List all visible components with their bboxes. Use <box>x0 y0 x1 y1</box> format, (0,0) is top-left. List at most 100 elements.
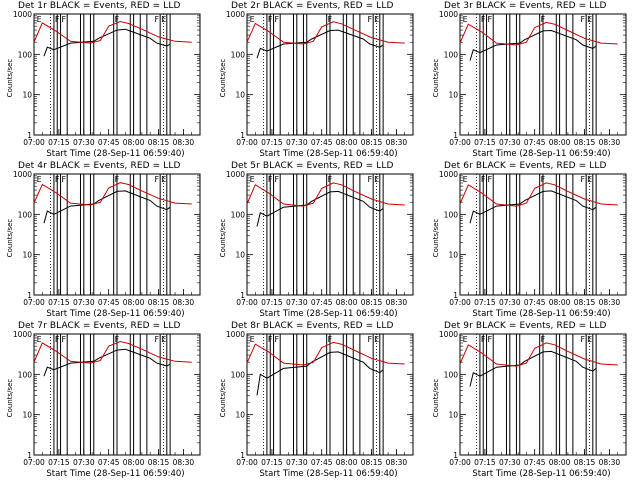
x-tick-label: 07:15 <box>261 138 283 147</box>
y-tick-label: 1 <box>240 451 245 460</box>
lld-series-line <box>459 21 618 46</box>
plot-svg: 1 10 100 1000 07:00 07:15 07:30 07:45 08:00 08:15… <box>13 170 201 307</box>
x-axis-label: Start Time (28-Sep-11 06:59:40) <box>46 309 185 319</box>
y-tick-label: 1 <box>240 131 245 140</box>
event-marker-label: E <box>374 175 379 184</box>
x-tick-label: 08:15 <box>148 138 170 147</box>
chart-title: Det 5r BLACK = Events, RED = LLD <box>231 161 394 171</box>
detector-panel: Det 8r BLACK = Events, RED = LLD Start Ti… <box>213 320 426 480</box>
event-marker-label: E <box>161 15 166 24</box>
event-marker-label: F <box>541 335 546 344</box>
event-marker-label: F <box>488 335 493 344</box>
events-series-line <box>256 29 384 59</box>
y-tick-label: 100 <box>231 50 246 59</box>
x-tick-label: 08:30 <box>386 298 408 307</box>
x-tick-label: 08:15 <box>361 458 383 467</box>
x-tick-label: 07:30 <box>499 138 521 147</box>
event-marker-label: F <box>62 15 67 24</box>
lld-series-line <box>459 182 618 207</box>
events-series-line <box>43 348 171 377</box>
detector-panel: Det 6r BLACK = Events, RED = LLD Start Ti… <box>426 160 639 320</box>
lld-series-line <box>33 20 192 44</box>
x-tick-label: 07:30 <box>286 298 308 307</box>
x-tick-label: 07:00 <box>236 298 258 307</box>
event-marker-label: F <box>115 175 120 184</box>
event-marker-label: E <box>463 15 468 24</box>
lld-series-line <box>33 340 192 364</box>
event-marker-label: F <box>115 335 120 344</box>
plot-svg: 1 10 100 1000 07:00 07:15 07:30 07:45 08:00 08:15… <box>439 330 627 467</box>
y-tick-label: 1 <box>453 131 458 140</box>
x-axis-label: Start Time (28-Sep-11 06:59:40) <box>472 149 611 159</box>
y-tick-label: 10 <box>448 251 458 260</box>
y-tick-label: 10 <box>22 251 32 260</box>
chart-title: Det 3r BLACK = Events, RED = LLD <box>444 1 607 11</box>
x-tick-label: 07:45 <box>98 298 120 307</box>
event-marker-label: E <box>587 335 592 344</box>
event-marker-label: F <box>368 175 373 184</box>
event-marker-label: F <box>481 15 486 24</box>
y-tick-label: 100 <box>444 210 459 219</box>
y-tick-label: 1000 <box>439 170 458 179</box>
event-marker-label: E <box>37 15 42 24</box>
x-tick-label: 08:00 <box>123 138 145 147</box>
event-marker-label: F <box>115 15 120 24</box>
x-tick-label: 07:45 <box>524 298 546 307</box>
x-tick-label: 07:15 <box>261 298 283 307</box>
event-marker-label: E <box>463 335 468 344</box>
event-marker-label: F <box>62 175 67 184</box>
chart-title: Det 1r BLACK = Events, RED = LLD <box>18 1 181 11</box>
x-tick-label: 07:45 <box>524 138 546 147</box>
x-tick-label: 08:30 <box>599 138 621 147</box>
x-tick-label: 07:45 <box>524 458 546 467</box>
x-tick-label: 07:45 <box>311 298 333 307</box>
detector-panel: Det 5r BLACK = Events, RED = LLD Start Ti… <box>213 160 426 320</box>
x-tick-label: 07:15 <box>48 298 70 307</box>
plot-svg: 1 10 100 1000 07:00 07:15 07:30 07:45 08:00 08:15… <box>439 10 627 147</box>
x-tick-label: 08:15 <box>148 458 170 467</box>
y-tick-label: 1 <box>453 451 458 460</box>
event-marker-label: E <box>37 175 42 184</box>
event-marker-label: E <box>463 175 468 184</box>
x-tick-label: 07:00 <box>449 138 471 147</box>
x-axis-label: Start Time (28-Sep-11 06:59:40) <box>46 469 185 479</box>
event-marker-label: F <box>581 335 586 344</box>
x-tick-label: 07:00 <box>23 298 45 307</box>
x-tick-label: 07:45 <box>311 138 333 147</box>
y-tick-label: 100 <box>444 370 459 379</box>
event-marker-label: E <box>250 175 255 184</box>
y-tick-label: 1000 <box>439 330 458 339</box>
x-tick-label: 08:30 <box>173 298 195 307</box>
event-marker-label: F <box>488 175 493 184</box>
event-marker-label: E <box>374 15 379 24</box>
events-series-line <box>469 190 597 224</box>
plot-svg: 1 10 100 1000 07:00 07:15 07:30 07:45 08:00 08:15… <box>226 170 414 307</box>
lld-series-line <box>246 341 405 366</box>
y-tick-label: 10 <box>448 91 458 100</box>
x-tick-label: 07:30 <box>499 298 521 307</box>
y-tick-label: 100 <box>444 50 459 59</box>
y-tick-label: 10 <box>22 91 32 100</box>
event-marker-label: F <box>55 335 60 344</box>
event-marker-label: E <box>250 15 255 24</box>
x-tick-label: 08:30 <box>386 138 408 147</box>
x-tick-label: 08:00 <box>549 298 571 307</box>
y-tick-label: 1000 <box>226 170 245 179</box>
event-marker-label: E <box>161 175 166 184</box>
event-marker-label: F <box>275 15 280 24</box>
event-marker-label: F <box>581 15 586 24</box>
events-series-line <box>256 190 384 227</box>
event-marker-label: F <box>328 15 333 24</box>
y-tick-label: 1000 <box>13 330 32 339</box>
lld-series-line <box>246 182 405 207</box>
events-series-line <box>469 350 597 387</box>
x-tick-label: 08:15 <box>361 298 383 307</box>
x-tick-label: 08:00 <box>336 458 358 467</box>
plot-svg: 1 10 100 1000 07:00 07:15 07:30 07:45 08:00 08:15… <box>439 170 627 307</box>
x-axis-label: Start Time (28-Sep-11 06:59:40) <box>46 149 185 159</box>
x-tick-label: 08:15 <box>574 458 596 467</box>
event-marker-label: F <box>368 15 373 24</box>
detector-panel: Det 3r BLACK = Events, RED = LLD Start Ti… <box>426 0 639 160</box>
x-tick-label: 08:00 <box>123 458 145 467</box>
